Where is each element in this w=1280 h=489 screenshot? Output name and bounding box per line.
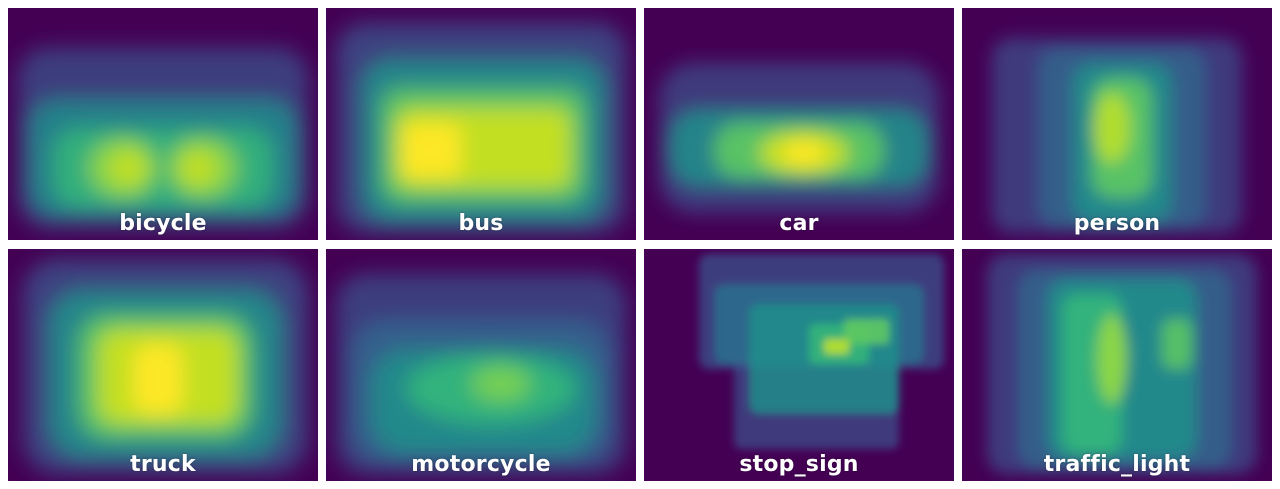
- tile-label-stop-sign: stop_sign: [739, 452, 859, 477]
- tile-label-car: car: [779, 211, 819, 236]
- tile-label-person: person: [1073, 211, 1161, 236]
- tile-label-traffic-light: traffic_light: [1043, 452, 1191, 477]
- heatmap-bus-image: [326, 8, 636, 240]
- heatmap-tile-traffic-light: traffic_light: [962, 249, 1272, 481]
- tile-label-bus: bus: [458, 211, 504, 236]
- tile-label-bicycle: bicycle: [119, 211, 207, 236]
- tile-label-truck: truck: [130, 452, 196, 477]
- heatmap-bicycle-image: [8, 8, 318, 240]
- heatmap-tile-motorcycle: motorcycle: [326, 249, 636, 481]
- heatmap-motorcycle-image: [326, 249, 636, 481]
- heatmap-car-image: [644, 8, 954, 240]
- heatmap-tile-truck: truck: [8, 249, 318, 481]
- heatmap-traffic-light-image: [962, 249, 1272, 481]
- heatmap-tile-bus: bus: [326, 8, 636, 240]
- tile-label-motorcycle: motorcycle: [411, 452, 551, 477]
- heatmap-tile-bicycle: bicycle: [8, 8, 318, 240]
- heatmap-tile-stop-sign: stop_sign: [644, 249, 954, 481]
- heatmap-tile-person: person: [962, 8, 1272, 240]
- heatmap-person-image: [962, 8, 1272, 240]
- heatmap-stop-sign-image: [644, 249, 954, 481]
- heatmap-tile-car: car: [644, 8, 954, 240]
- heatmap-truck-image: [8, 249, 318, 481]
